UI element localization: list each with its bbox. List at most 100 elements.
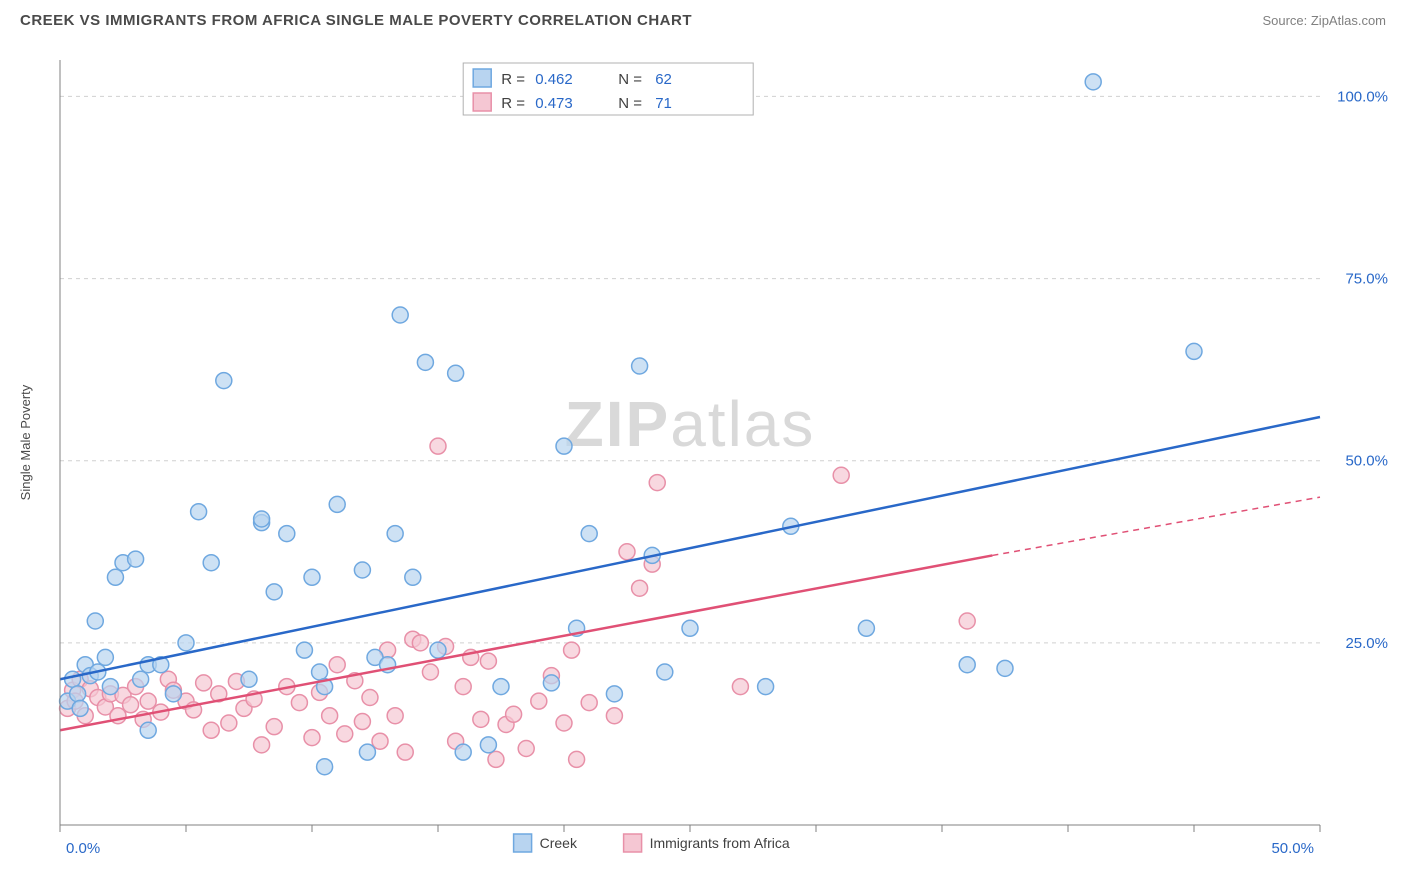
bottom-label-creek: Creek xyxy=(540,835,578,851)
data-point xyxy=(556,715,572,731)
data-point xyxy=(997,660,1013,676)
data-point xyxy=(632,580,648,596)
data-point xyxy=(266,584,282,600)
data-point xyxy=(266,719,282,735)
data-point xyxy=(254,511,270,527)
data-point xyxy=(279,526,295,542)
data-point xyxy=(581,695,597,711)
data-point xyxy=(312,664,328,680)
data-point xyxy=(417,354,433,370)
data-point xyxy=(203,722,219,738)
data-point xyxy=(682,620,698,636)
data-point xyxy=(322,708,338,724)
data-point xyxy=(191,504,207,520)
data-point xyxy=(569,751,585,767)
bottom-label-immigrants: Immigrants from Africa xyxy=(650,835,790,851)
data-point xyxy=(480,737,496,753)
data-point xyxy=(493,679,509,695)
data-point xyxy=(455,744,471,760)
data-point xyxy=(448,365,464,381)
data-point xyxy=(291,695,307,711)
legend-r-label: R = xyxy=(501,71,525,88)
data-point xyxy=(531,693,547,709)
data-point xyxy=(70,686,86,702)
data-point xyxy=(196,675,212,691)
data-point xyxy=(221,715,237,731)
data-point xyxy=(1085,74,1101,90)
data-point xyxy=(304,569,320,585)
data-point xyxy=(632,358,648,374)
x-tick-label: 0.0% xyxy=(66,840,100,857)
data-point xyxy=(412,635,428,651)
data-point xyxy=(581,526,597,542)
data-point xyxy=(102,679,118,695)
legend-n-label: N = xyxy=(618,95,642,112)
data-point xyxy=(959,613,975,629)
data-point xyxy=(133,671,149,687)
data-point xyxy=(72,700,88,716)
data-point xyxy=(178,635,194,651)
data-point xyxy=(564,642,580,658)
legend-r-value-immigrants: 0.473 xyxy=(535,95,573,112)
scatter-chart: ZIPatlas0.0%50.0%25.0%50.0%75.0%100.0%Si… xyxy=(10,45,1396,882)
data-point xyxy=(732,679,748,695)
data-point xyxy=(165,686,181,702)
y-tick-label: 50.0% xyxy=(1345,453,1388,470)
data-point xyxy=(430,438,446,454)
data-point xyxy=(506,706,522,722)
data-point xyxy=(473,711,489,727)
data-point xyxy=(543,675,559,691)
data-point xyxy=(455,679,471,695)
data-point xyxy=(337,726,353,742)
data-point xyxy=(254,737,270,753)
legend-n-label: N = xyxy=(618,71,642,88)
source-attribution: Source: ZipAtlas.com xyxy=(1262,13,1386,28)
data-point xyxy=(97,649,113,665)
data-point xyxy=(140,722,156,738)
bottom-swatch-immigrants xyxy=(624,834,642,852)
data-point xyxy=(372,733,388,749)
data-point xyxy=(317,759,333,775)
data-point xyxy=(296,642,312,658)
data-point xyxy=(858,620,874,636)
data-point xyxy=(216,373,232,389)
legend-r-label: R = xyxy=(501,95,525,112)
data-point xyxy=(392,307,408,323)
data-point xyxy=(387,526,403,542)
chart-title: CREEK VS IMMIGRANTS FROM AFRICA SINGLE M… xyxy=(20,12,692,29)
data-point xyxy=(329,657,345,673)
legend-n-value-creek: 62 xyxy=(655,71,672,88)
x-tick-label: 50.0% xyxy=(1271,840,1314,857)
data-point xyxy=(657,664,673,680)
data-point xyxy=(606,708,622,724)
data-point xyxy=(359,744,375,760)
data-point xyxy=(649,475,665,491)
data-point xyxy=(87,613,103,629)
data-point xyxy=(304,730,320,746)
y-tick-label: 100.0% xyxy=(1337,88,1388,105)
legend-swatch-immigrants xyxy=(473,93,491,111)
y-tick-label: 75.0% xyxy=(1345,271,1388,288)
data-point xyxy=(107,569,123,585)
legend-n-value-immigrants: 71 xyxy=(655,95,672,112)
data-point xyxy=(140,693,156,709)
data-point xyxy=(65,671,81,687)
legend-swatch-creek xyxy=(473,69,491,87)
bottom-swatch-creek xyxy=(514,834,532,852)
data-point xyxy=(128,551,144,567)
data-point xyxy=(959,657,975,673)
data-point xyxy=(488,751,504,767)
trend-line-immigrants-dashed xyxy=(992,497,1320,555)
legend-r-value-creek: 0.462 xyxy=(535,71,573,88)
data-point xyxy=(362,690,378,706)
data-point xyxy=(480,653,496,669)
data-point xyxy=(430,642,446,658)
chart-container: ZIPatlas0.0%50.0%25.0%50.0%75.0%100.0%Si… xyxy=(10,45,1396,882)
data-point xyxy=(387,708,403,724)
data-point xyxy=(203,555,219,571)
y-tick-label: 25.0% xyxy=(1345,635,1388,652)
data-point xyxy=(606,686,622,702)
data-point xyxy=(1186,343,1202,359)
data-point xyxy=(833,467,849,483)
data-point xyxy=(123,697,139,713)
